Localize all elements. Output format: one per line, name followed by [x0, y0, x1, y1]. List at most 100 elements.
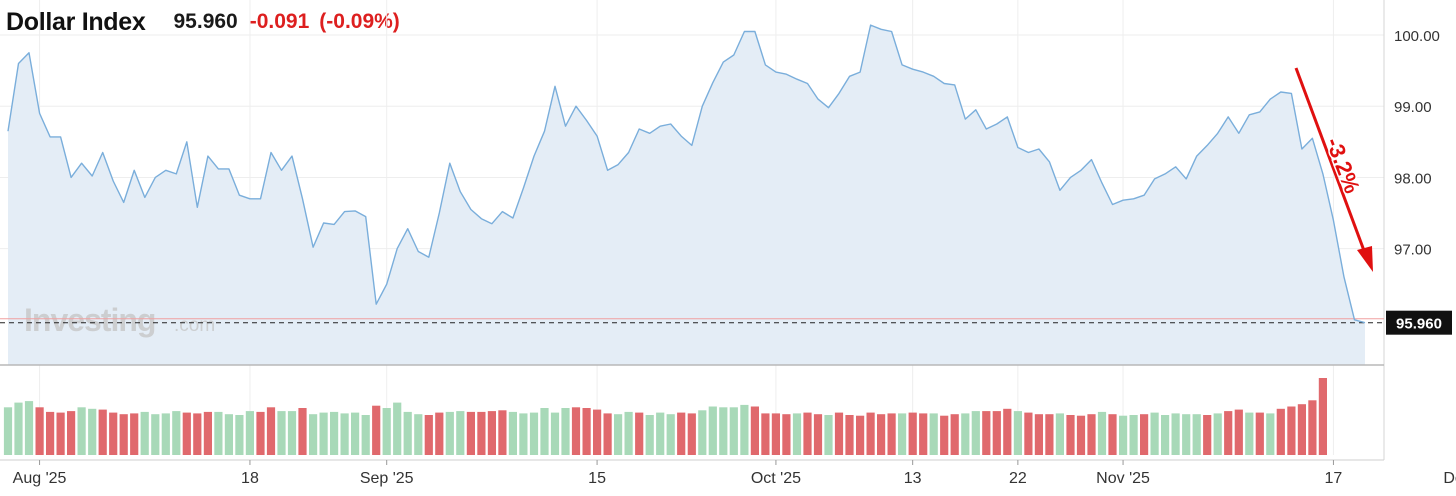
plot-frame — [0, 0, 1385, 461]
volume-bar — [708, 406, 717, 455]
volume-bar — [982, 411, 991, 455]
volume-bar — [1140, 414, 1149, 455]
last-price-tag-label: 95.960 — [1396, 316, 1442, 333]
volume-bar — [813, 414, 823, 455]
x-tick-label: Aug '25 — [13, 470, 67, 487]
volume-bar — [67, 411, 76, 455]
volume-bar — [1150, 412, 1159, 455]
volume-bar — [582, 408, 591, 455]
volume-bar — [403, 411, 412, 455]
volume-bar — [824, 415, 833, 455]
volume-bar — [182, 412, 191, 455]
volume-bar — [1119, 415, 1128, 455]
x-tick-label: 17 — [1325, 470, 1343, 487]
volume-bar — [109, 412, 118, 455]
x-tick-label: Sep '25 — [360, 470, 414, 487]
price-line — [7, 24, 1366, 324]
volume-bar — [1234, 409, 1243, 455]
volume-bar — [466, 411, 475, 455]
volume-bars — [3, 378, 1327, 455]
volume-bar — [130, 413, 139, 455]
volume-bar — [235, 415, 244, 455]
volume-bar — [1255, 412, 1264, 455]
volume-bar — [635, 412, 644, 455]
volume-bar — [245, 411, 254, 455]
x-tick-label: 18 — [241, 470, 259, 487]
volume-bar — [761, 413, 770, 455]
volume-bar — [445, 411, 454, 455]
volume-bar — [1318, 378, 1327, 455]
volume-bar — [161, 413, 170, 455]
volume-bar — [214, 411, 223, 455]
volume-bar — [1076, 415, 1086, 455]
volume-bar — [3, 407, 13, 455]
x-tick-label: Dec '25 — [1443, 470, 1456, 487]
volume-bar — [971, 411, 980, 455]
volume-bar — [119, 414, 128, 455]
volume-bar — [961, 413, 970, 455]
volume-bar — [1308, 400, 1317, 455]
volume-bar — [1045, 414, 1054, 455]
annotation-label: -3.2% — [1321, 134, 1365, 197]
volume-bar — [603, 413, 612, 455]
volume-bar — [1297, 404, 1306, 455]
volume-bar — [140, 411, 149, 455]
volume-bar — [1108, 414, 1117, 455]
volume-bar — [750, 406, 759, 455]
volume-bar — [624, 411, 633, 455]
volume-bar — [856, 415, 865, 455]
volume-bar — [382, 408, 391, 455]
volume-bar — [14, 402, 23, 455]
volume-bar — [645, 415, 654, 455]
x-tick-label: Nov '25 — [1096, 470, 1150, 487]
y-axis: 100.00 99.00 98.00 97.00 95.960 — [1386, 28, 1452, 335]
volume-bar — [151, 414, 160, 455]
volume-bar — [698, 410, 707, 455]
chart-header: Dollar Index 95.960 -0.091 (-0.09%) — [6, 4, 400, 40]
price-area-fill — [8, 25, 1365, 365]
volume-bar — [561, 408, 570, 455]
volume-bar — [1182, 414, 1191, 455]
volume-bar — [340, 413, 349, 455]
volume-bar — [1276, 408, 1285, 455]
volume-bar — [929, 413, 938, 455]
y-tick-label: 97.00 — [1394, 242, 1432, 259]
x-tick-label: Oct '25 — [751, 470, 801, 487]
x-axis: Aug '25 18 Sep '25 15 Oct '25 13 22 Nov '25 17 De… — [13, 460, 1456, 487]
volume-bar — [519, 413, 528, 455]
volume-bar — [866, 412, 875, 455]
volume-bar — [414, 414, 423, 455]
volume-bar — [487, 411, 496, 455]
volume-bar — [1192, 414, 1201, 455]
last-price-tag — [1386, 310, 1452, 335]
volume-bar — [1024, 412, 1033, 455]
volume-bar — [1224, 411, 1233, 455]
volume-bar — [1013, 411, 1022, 455]
volume-bar — [477, 411, 486, 455]
y-tick-label: 99.00 — [1394, 99, 1432, 116]
volume-bar — [309, 414, 318, 455]
volume-bar — [877, 414, 886, 455]
volume-bar — [35, 407, 44, 455]
volume-bar — [898, 413, 907, 455]
volume-bar — [792, 413, 802, 455]
volume-bar — [266, 407, 276, 455]
volume-bar — [1066, 415, 1075, 455]
volume-bar — [950, 414, 959, 455]
volume-bar — [834, 412, 844, 455]
volume-bar — [1003, 408, 1012, 455]
volume-bar — [435, 412, 444, 455]
volume-bar — [498, 410, 507, 455]
volume-bar — [687, 413, 696, 455]
volume-bar — [1171, 413, 1180, 455]
x-tick-label: 13 — [904, 470, 922, 487]
volume-bar — [782, 414, 791, 455]
volume-bar — [298, 408, 307, 455]
volume-bar — [1287, 406, 1296, 455]
volume-bar — [98, 409, 107, 455]
volume-bar — [224, 414, 233, 455]
volume-bar — [424, 415, 433, 455]
volume-bar — [372, 405, 381, 455]
volume-bar — [1245, 412, 1254, 455]
